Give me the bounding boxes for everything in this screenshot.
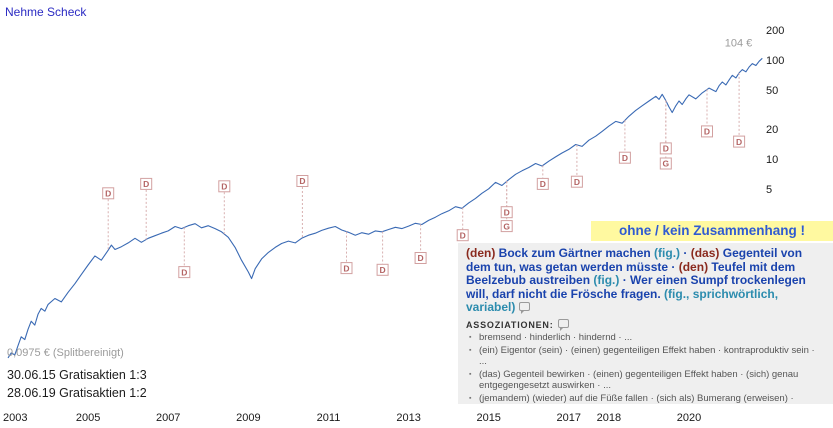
associations-list: bremsend · hinderlich · hindernd · ...(e… — [466, 332, 825, 404]
definition-segment-phrase[interactable]: Gegenteil von dem tun, was getan werden … — [466, 246, 803, 274]
dividend-marker[interactable] — [456, 229, 469, 242]
definition-segment-sep: · — [619, 273, 631, 287]
dictionary-popup: (den) Bock zum Gärtner machen (fig.) · (… — [458, 243, 833, 404]
association-item: (jemandem) (wieder) auf die Füße fallen … — [469, 393, 825, 404]
marker-letter: D — [299, 176, 305, 186]
y-axis-label: 5 — [766, 184, 772, 196]
association-item: bremsend · hinderlich · hindernd · ... — [469, 332, 825, 344]
marker-letter: D — [704, 127, 710, 137]
x-axis-label: 2018 — [597, 412, 621, 424]
dividend-marker[interactable] — [340, 262, 353, 275]
dividend-marker[interactable] — [376, 263, 389, 276]
marker-letter: D — [736, 137, 742, 147]
associations-heading: ASSOZIATIONEN: — [466, 318, 825, 331]
definition-segment-phrase[interactable]: Bock zum Gärtner machen — [498, 246, 651, 260]
marker-letter: D — [663, 144, 669, 154]
y-axis-label: 200 — [766, 25, 784, 37]
definition-segment-sep: · — [680, 246, 691, 260]
definition-segment-fig: (fig., sprichwörtlich, variabel) — [466, 286, 779, 314]
definition-text: (den) Bock zum Gärtner machen (fig.) · (… — [466, 246, 825, 315]
dividend-marker[interactable] — [659, 142, 672, 155]
y-axis-label: 10 — [766, 154, 778, 166]
marker-letter: D — [181, 267, 187, 277]
associations-heading-label: ASSOZIATIONEN: — [466, 319, 554, 330]
split-note-2: 28.06.19 Gratisaktien 1:2 — [7, 386, 147, 400]
dividend-marker[interactable] — [536, 177, 549, 190]
y-axis-label: 20 — [766, 124, 778, 136]
split-note-1: 30.06.15 Gratisaktien 1:3 — [7, 368, 147, 382]
x-axis-label: 2015 — [476, 412, 500, 424]
marker-letter: D — [105, 189, 111, 199]
dividend-marker[interactable] — [500, 206, 513, 219]
price-line — [7, 57, 763, 359]
definition-segment-article: (den) — [466, 246, 499, 260]
dividend-marker[interactable] — [570, 175, 583, 188]
user-annotation: ohne / kein Zusammenhang ! — [591, 221, 833, 241]
marker-letter: D — [504, 207, 510, 217]
definition-segment-fig: (fig.) — [650, 246, 681, 260]
definition-segment-fig: (fig.) — [590, 273, 620, 287]
dividend-marker[interactable] — [733, 135, 746, 148]
dividend-marker[interactable] — [414, 252, 427, 264]
definition-segment-article: (den) — [678, 259, 712, 274]
x-axis-label: 2007 — [156, 412, 180, 424]
definition-segment-article: (das) — [690, 246, 723, 260]
dividend-marker[interactable] — [218, 180, 231, 193]
dividend-marker[interactable] — [618, 151, 631, 164]
dividend-marker[interactable] — [140, 177, 153, 190]
x-axis-label: 2017 — [557, 412, 581, 424]
dividend-marker[interactable] — [701, 125, 713, 138]
x-axis-label: 2003 — [3, 412, 27, 424]
marker-letter: D — [540, 179, 546, 189]
definition-segment-sep: · — [668, 259, 679, 274]
marker-letter: D — [418, 253, 424, 263]
association-item: (das) Gegenteil bewirken · (einen) gegen… — [469, 369, 825, 391]
marker-letter: D — [622, 153, 628, 163]
marker-letter: D — [143, 179, 149, 189]
x-axis-label: 2020 — [677, 412, 701, 424]
bonus-share-marker[interactable] — [500, 220, 513, 233]
marker-letter: G — [503, 221, 510, 231]
dividend-marker[interactable] — [178, 266, 191, 279]
comment-icon[interactable] — [557, 318, 569, 331]
x-axis-label: 2013 — [396, 412, 420, 424]
dividend-marker[interactable] — [296, 175, 309, 187]
last-price-label: 104 € — [725, 37, 753, 49]
definition-segment-phrase[interactable]: Wer einen Sumpf trockenlegen will, darf … — [466, 273, 806, 301]
marker-letter: D — [380, 265, 386, 275]
marker-letter: G — [662, 159, 669, 169]
dividend-marker[interactable] — [102, 187, 115, 200]
marker-letter: D — [574, 177, 580, 187]
x-axis-label: 2011 — [317, 412, 341, 424]
x-axis-label: 2005 — [76, 412, 100, 424]
association-item: (ein) Eigentor (sein) · (einen) gegentei… — [469, 345, 825, 367]
marker-letter: D — [460, 230, 466, 240]
y-axis-label: 50 — [766, 85, 778, 97]
stock-name-link[interactable]: Nehme Scheck — [5, 5, 87, 19]
marker-letter: D — [343, 263, 349, 273]
bonus-share-marker[interactable] — [659, 157, 672, 170]
comment-icon[interactable] — [519, 302, 531, 314]
definition-segment-phrase[interactable]: Teufel mit dem Beelzebub austreiben — [466, 259, 796, 287]
start-price-label: 0,0975 € (Splitbereinigt) — [7, 347, 124, 359]
x-axis-label: 2009 — [236, 412, 260, 424]
marker-letter: D — [221, 182, 227, 192]
y-axis-label: 100 — [766, 55, 784, 67]
